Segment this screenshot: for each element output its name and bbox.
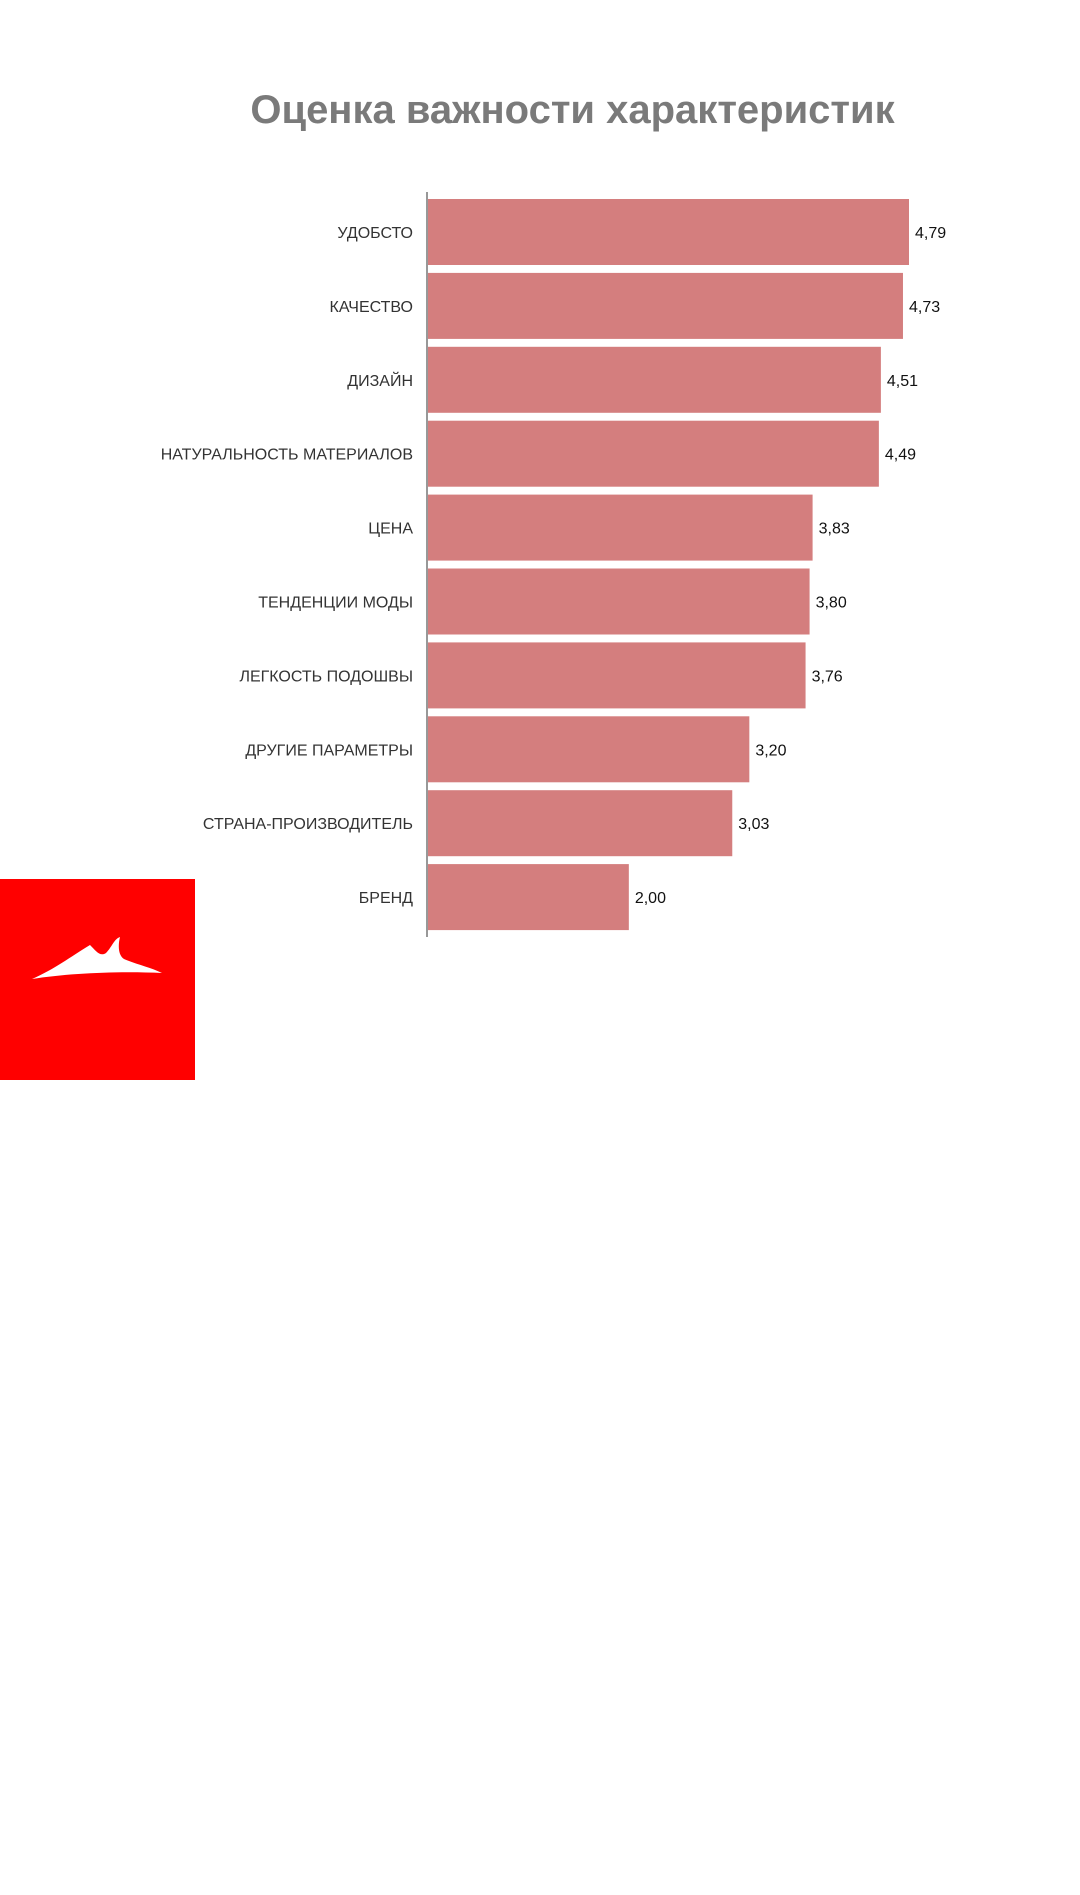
value-label: 4,49 (885, 447, 916, 464)
logo-text: -SHOES- (37, 1869, 158, 1894)
value-label: 3,83 (819, 521, 850, 538)
category-label: УДОБСТО (337, 225, 413, 242)
category-label: СТРАНА-ПРОИЗВОДИТЕЛЬ (203, 816, 413, 833)
value-label: 2,00 (635, 890, 666, 907)
category-label: КАЧЕСТВО (330, 299, 413, 316)
bar-chart: УДОБСТО 4,79 КАЧЕСТВО 4,73 ДИЗАЙН 4,51 НАТУРАЛ… (161, 192, 946, 937)
category-label: БРЕНД (359, 890, 413, 907)
bar-3 (428, 346, 881, 413)
bar-9 (428, 790, 733, 857)
value-label: 4,73 (909, 299, 940, 316)
value-label: 3,20 (755, 742, 786, 759)
bar-4 (428, 420, 879, 487)
shoe-icon (32, 937, 162, 979)
value-label: 4,51 (887, 373, 918, 390)
category-label: ЦЕНА (368, 521, 413, 538)
value-label: 3,80 (816, 595, 847, 612)
bar-10 (428, 864, 629, 931)
value-label: 4,79 (915, 225, 946, 242)
category-label: НАТУРАЛЬНОСТЬ МАТЕРИАЛОВ (161, 447, 413, 464)
value-label: 3,76 (812, 668, 843, 685)
bar-8 (428, 716, 750, 783)
value-label: 3,03 (738, 816, 769, 833)
chart-title: Оценка важности характеристик (250, 88, 895, 132)
bar-2 (428, 272, 903, 339)
bar-1 (428, 199, 909, 265)
category-label: ЛЕГКОСТЬ ПОДОШВЫ (239, 668, 413, 685)
bar-5 (428, 494, 813, 561)
category-label: ДРУГИЕ ПАРАМЕТРЫ (245, 742, 413, 759)
bar-6 (428, 568, 810, 635)
category-label: ТЕНДЕНЦИИ МОДЫ (258, 595, 413, 612)
shoes-logo: -SHOES- (0, 879, 195, 1894)
bar-7 (428, 642, 806, 709)
category-label: ДИЗАЙН (347, 371, 413, 390)
